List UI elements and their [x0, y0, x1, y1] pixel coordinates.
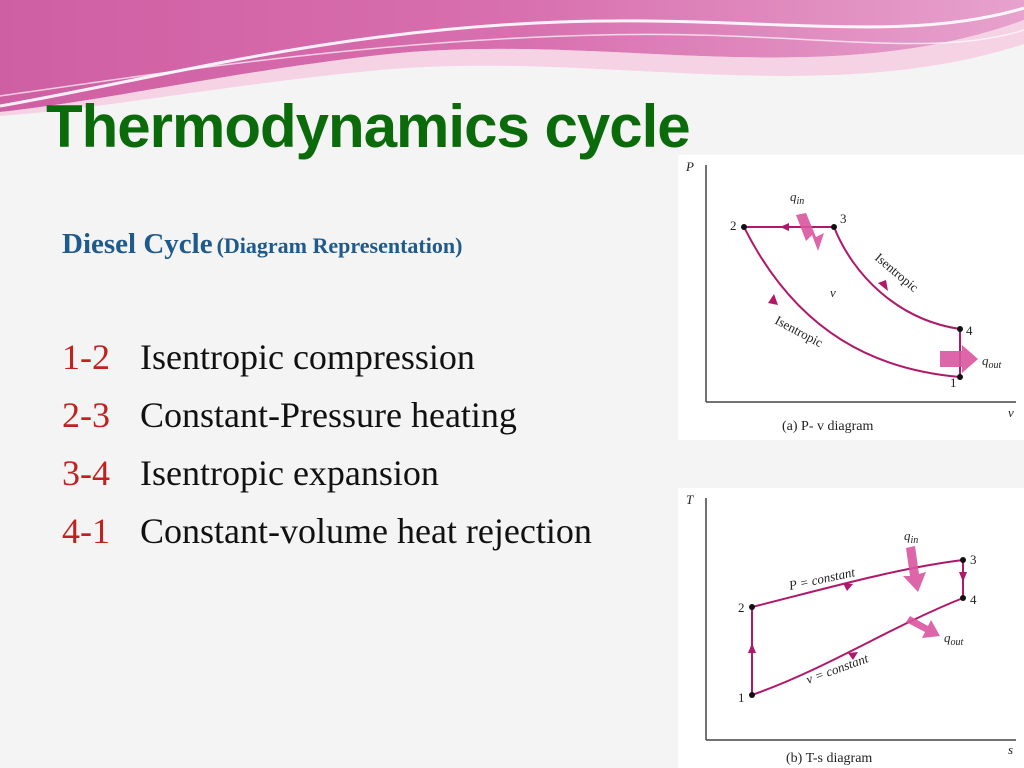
list-item: 1-2 Isentropic compression [62, 336, 592, 394]
pv-point-label-4: 4 [966, 323, 973, 338]
pv-isentropic-top-label: Isentropic [872, 250, 922, 295]
pv-process-1-2 [743, 226, 961, 378]
ts-arrow-1-2 [748, 643, 756, 653]
pv-center-label: v [830, 285, 836, 300]
pv-qin-arrow-icon [796, 213, 824, 251]
pv-qout-arrow-icon [940, 345, 978, 373]
pv-point-label-3: 3 [840, 211, 847, 226]
pv-point-1 [957, 374, 963, 380]
ts-arrow-2-3 [843, 583, 853, 591]
process-steps-list: 1-2 Isentropic compression 2-3 Constant-Pr… [62, 336, 592, 568]
ts-diagram-panel: T s 1 2 3 4 P = constant v = constant qi… [678, 488, 1024, 768]
step-text: Isentropic expansion [140, 453, 439, 493]
ts-point-label-3: 3 [970, 552, 977, 567]
ts-point-label-4: 4 [970, 592, 977, 607]
ts-process-2-3 [751, 559, 964, 608]
pv-x-label: v [1008, 405, 1014, 420]
pv-arrow-expansion [878, 280, 888, 291]
pv-y-label: P [685, 159, 694, 174]
pv-caption: (a) P- v diagram [782, 419, 873, 434]
step-number: 4-1 [62, 511, 110, 551]
list-item: 3-4 Isentropic expansion [62, 452, 592, 510]
subtitle-detail: (Diagram Representation) [216, 233, 463, 258]
pv-point-label-2: 2 [730, 218, 737, 233]
ts-point-2 [749, 604, 755, 610]
step-text: Isentropic compression [140, 337, 475, 377]
ts-qout-label: qout [944, 630, 964, 648]
ts-arrow-4-1 [848, 652, 858, 660]
pv-point-label-1: 1 [950, 375, 957, 390]
header-wave-decoration [0, 0, 1024, 116]
ts-arrow-3-4 [959, 572, 967, 582]
pv-point-2 [741, 224, 747, 230]
pv-qout-label: qout [982, 353, 1002, 371]
ts-point-label-1: 1 [738, 690, 745, 705]
pv-point-4 [957, 326, 963, 332]
ts-point-1 [749, 692, 755, 698]
step-number: 3-4 [62, 453, 110, 493]
ts-y-label: T [686, 492, 694, 507]
step-text: Constant-Pressure heating [140, 395, 517, 435]
ts-point-3 [960, 557, 966, 563]
ts-point-4 [960, 595, 966, 601]
step-number: 1-2 [62, 337, 110, 377]
ts-process-4-1 [751, 597, 964, 696]
pv-arrow-compression [768, 294, 778, 305]
ts-point-label-2: 2 [738, 600, 745, 615]
pv-diagram: P v 2 3 4 1 qin qout Isentropic Isentrop… [685, 159, 1016, 434]
pv-isentropic-bottom-label: Isentropic [773, 312, 826, 350]
pv-process-3-4 [833, 226, 961, 330]
subtitle: Diesel Cycle (Diagram Representation) [62, 228, 462, 261]
pv-arrow-heating [780, 223, 789, 231]
ts-caption: (b) T-s diagram [786, 751, 872, 766]
ts-diagram: T s 1 2 3 4 P = constant v = constant qi… [686, 492, 1016, 766]
ts-qin-label: qin [904, 528, 918, 546]
page-title: Thermodynamics cycle [46, 93, 691, 160]
ts-qout-arrow-icon [906, 616, 940, 638]
step-number: 2-3 [62, 395, 110, 435]
list-item: 4-1 Constant-volume heat rejection [62, 510, 592, 568]
ts-qin-arrow-icon [903, 546, 926, 592]
pv-diagram-panel: P v 2 3 4 1 qin qout Isentropic Isentrop… [678, 155, 1024, 440]
ts-x-label: s [1008, 742, 1013, 757]
ts-v-constant-label: v = constant [804, 650, 871, 686]
list-item: 2-3 Constant-Pressure heating [62, 394, 592, 452]
pv-qin-label: qin [790, 189, 804, 207]
subtitle-main: Diesel Cycle [62, 228, 213, 260]
step-text: Constant-volume heat rejection [140, 511, 592, 551]
pv-point-3 [831, 224, 837, 230]
